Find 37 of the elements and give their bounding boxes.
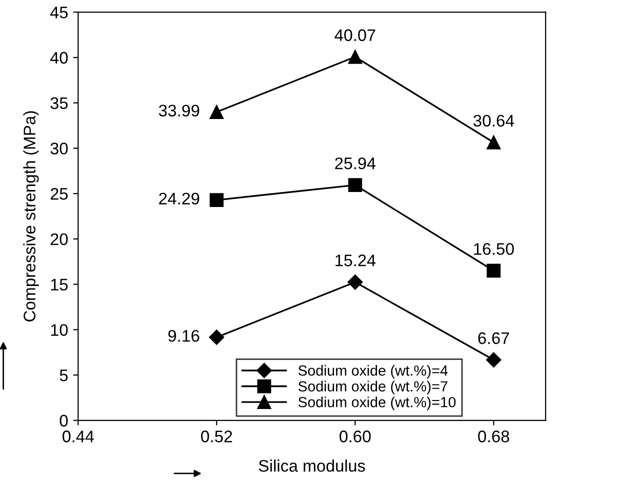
x-tick-label: 0.68 — [478, 430, 510, 442]
data-label: 9.16 — [168, 330, 200, 342]
y-tick-label: 40 — [50, 52, 68, 64]
data-label: 25.94 — [335, 157, 376, 170]
point — [348, 274, 363, 290]
y-tick-label: 45 — [50, 6, 68, 18]
point — [348, 50, 362, 64]
data-label: 33.99 — [158, 104, 200, 117]
data-label: 24.29 — [159, 192, 200, 205]
y-tick-label: 0 — [60, 414, 68, 427]
point — [210, 105, 224, 119]
point — [486, 264, 501, 278]
point — [486, 352, 502, 368]
point — [209, 330, 224, 345]
legend-label: Sodium oxide (wt.%)=4 — [298, 365, 448, 379]
y-axis-title: Compressive strength (MPa) — [23, 111, 39, 322]
x-tick-label: 0.52 — [201, 430, 232, 442]
x-tick-label: 0.60 — [340, 430, 371, 442]
data-label: 16.50 — [474, 243, 514, 255]
x-axis-title: Silica modulus — [258, 460, 365, 472]
data-label: 40.07 — [334, 29, 376, 42]
data-label: 30.64 — [473, 114, 514, 127]
y-tick-label: 15 — [51, 278, 68, 291]
y-tick-label: 25 — [50, 188, 68, 200]
y-tick-label: 20 — [50, 233, 68, 246]
data-label: 6.67 — [478, 332, 510, 344]
legend-label: Sodium oxide (wt.%)=7 — [298, 380, 448, 394]
point — [210, 193, 224, 207]
x-tick-label: 0.44 — [62, 430, 94, 442]
y-tick-label: 10 — [51, 324, 68, 336]
y-tick-label: 35 — [50, 97, 68, 110]
point — [486, 135, 501, 150]
legend-label: Sodium oxide (wt.%)=10 — [298, 396, 456, 410]
point — [348, 178, 362, 192]
y-tick-label: 30 — [50, 142, 68, 154]
y-tick-label: 5 — [60, 370, 68, 382]
data-label: 15.24 — [336, 254, 376, 266]
